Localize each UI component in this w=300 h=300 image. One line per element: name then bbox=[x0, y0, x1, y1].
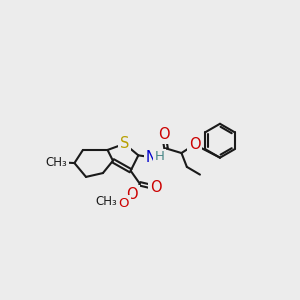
Text: CH₃: CH₃ bbox=[46, 156, 68, 169]
Text: O: O bbox=[189, 137, 200, 152]
Text: CH₃: CH₃ bbox=[95, 195, 117, 208]
Text: H: H bbox=[155, 150, 165, 164]
Text: S: S bbox=[120, 136, 129, 151]
Text: N: N bbox=[146, 150, 157, 165]
Text: O: O bbox=[150, 180, 162, 195]
Text: O: O bbox=[158, 127, 170, 142]
Text: O: O bbox=[118, 196, 129, 210]
Text: O: O bbox=[126, 187, 138, 202]
